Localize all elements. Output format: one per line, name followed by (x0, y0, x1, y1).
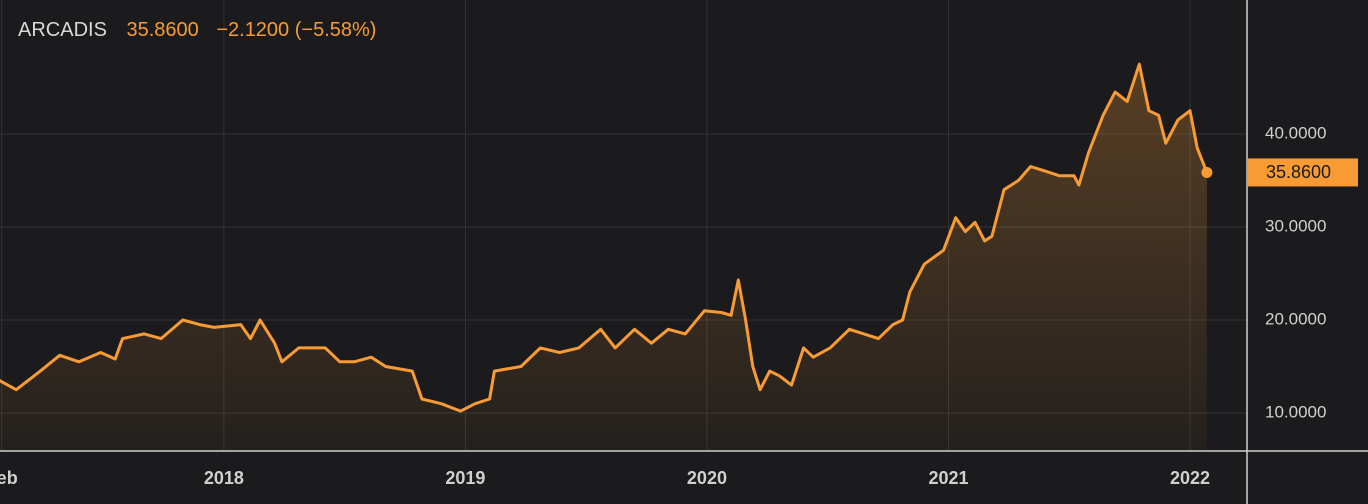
last-value-badge (1248, 158, 1358, 187)
last-value-label: 35.8600 (1266, 162, 1331, 182)
x-tick-label: Feb (0, 468, 18, 488)
axes: 10.0000 20.0000 30.0000 40.0000 Feb 2018 2019 2… (0, 123, 1358, 488)
header: ARCADIS 35.8600 −2.1200 (−5.58%) (18, 19, 376, 41)
x-tick-label: 2019 (445, 468, 485, 488)
line (0, 62, 1209, 413)
y-tick-label: 10.0000 (1265, 402, 1326, 421)
x-tick-label: 2021 (928, 468, 968, 488)
y-tick-label: 30.0000 (1265, 216, 1326, 235)
price: 35.8600 (126, 19, 198, 41)
plot-area (0, 62, 1213, 450)
x-tick-label: 2022 (1170, 468, 1210, 488)
y-tick-label: 20.0000 (1265, 309, 1326, 328)
x-tick-label: 2020 (687, 468, 727, 488)
area (0, 64, 1207, 450)
y-tick-label: 40.0000 (1265, 123, 1326, 142)
x-tick-label: 2018 (204, 468, 244, 488)
change: −2.1200 (−5.58%) (216, 19, 376, 41)
last-point (1201, 166, 1213, 178)
chart-title: ARCADIS (18, 19, 107, 41)
